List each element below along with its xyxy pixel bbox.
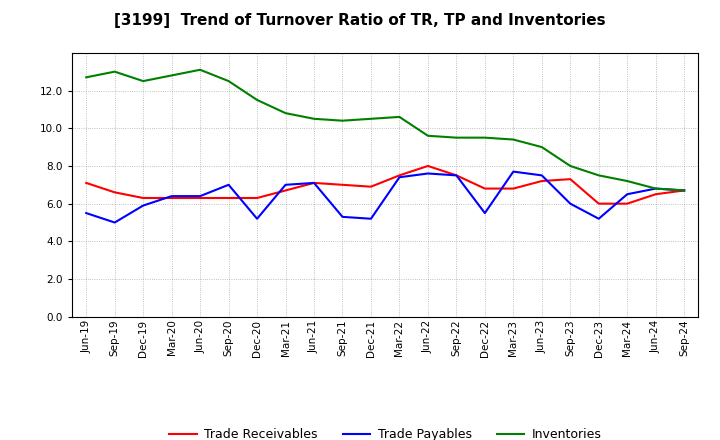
Inventories	[509, 137, 518, 142]
Inventories	[366, 116, 375, 121]
Trade Payables	[623, 191, 631, 197]
Trade Payables	[225, 182, 233, 187]
Inventories	[167, 73, 176, 78]
Trade Receivables	[253, 195, 261, 201]
Trade Receivables	[225, 195, 233, 201]
Inventories	[480, 135, 489, 140]
Trade Payables	[423, 171, 432, 176]
Trade Receivables	[167, 195, 176, 201]
Trade Receivables	[537, 178, 546, 183]
Trade Payables	[595, 216, 603, 221]
Inventories	[196, 67, 204, 73]
Trade Payables	[167, 194, 176, 199]
Trade Receivables	[110, 190, 119, 195]
Trade Receivables	[282, 188, 290, 193]
Inventories	[338, 118, 347, 123]
Inventories	[652, 186, 660, 191]
Trade Payables	[196, 194, 204, 199]
Inventories	[253, 97, 261, 103]
Inventories	[566, 163, 575, 169]
Trade Receivables	[452, 173, 461, 178]
Trade Receivables	[310, 180, 318, 186]
Trade Payables	[509, 169, 518, 174]
Inventories	[395, 114, 404, 120]
Trade Receivables	[652, 191, 660, 197]
Trade Receivables	[139, 195, 148, 201]
Inventories	[680, 188, 688, 193]
Inventories	[82, 75, 91, 80]
Trade Payables	[282, 182, 290, 187]
Trade Receivables	[509, 186, 518, 191]
Inventories	[452, 135, 461, 140]
Trade Receivables	[423, 163, 432, 169]
Trade Payables	[110, 220, 119, 225]
Inventories	[537, 144, 546, 150]
Inventories	[225, 78, 233, 84]
Line: Inventories: Inventories	[86, 70, 684, 191]
Trade Payables	[395, 175, 404, 180]
Trade Payables	[480, 210, 489, 216]
Trade Payables	[310, 180, 318, 186]
Trade Payables	[253, 216, 261, 221]
Trade Payables	[139, 203, 148, 208]
Inventories	[623, 178, 631, 183]
Trade Payables	[680, 188, 688, 193]
Trade Payables	[82, 210, 91, 216]
Inventories	[423, 133, 432, 139]
Trade Receivables	[196, 195, 204, 201]
Line: Trade Receivables: Trade Receivables	[86, 166, 684, 204]
Inventories	[282, 110, 290, 116]
Inventories	[110, 69, 119, 74]
Trade Receivables	[595, 201, 603, 206]
Trade Payables	[537, 173, 546, 178]
Inventories	[310, 116, 318, 121]
Line: Trade Payables: Trade Payables	[86, 172, 684, 223]
Inventories	[139, 78, 148, 84]
Trade Receivables	[480, 186, 489, 191]
Inventories	[595, 173, 603, 178]
Trade Receivables	[366, 184, 375, 189]
Trade Receivables	[566, 176, 575, 182]
Trade Payables	[652, 186, 660, 191]
Trade Receivables	[82, 180, 91, 186]
Trade Receivables	[623, 201, 631, 206]
Trade Payables	[366, 216, 375, 221]
Trade Receivables	[338, 182, 347, 187]
Trade Payables	[452, 173, 461, 178]
Trade Payables	[566, 201, 575, 206]
Trade Payables	[338, 214, 347, 220]
Legend: Trade Receivables, Trade Payables, Inventories: Trade Receivables, Trade Payables, Inven…	[164, 423, 606, 440]
Text: [3199]  Trend of Turnover Ratio of TR, TP and Inventories: [3199] Trend of Turnover Ratio of TR, TP…	[114, 13, 606, 28]
Trade Receivables	[680, 188, 688, 193]
Trade Receivables	[395, 173, 404, 178]
